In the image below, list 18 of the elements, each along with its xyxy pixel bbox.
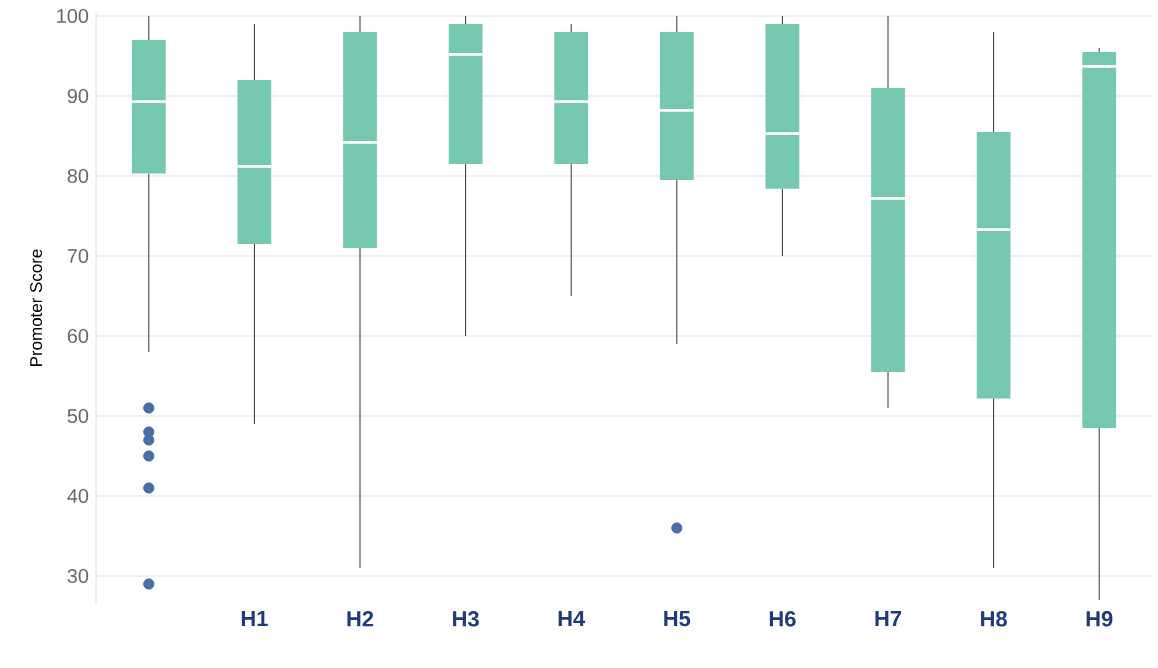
y-tick-label: 100 [57, 8, 89, 24]
x-tick-label: H2 [347, 611, 374, 627]
x-tick-label: H4 [558, 611, 586, 627]
x-tick-label: H6 [769, 611, 796, 627]
y-tick-label: 50 [67, 408, 89, 424]
x-tick-label: H8 [981, 611, 1007, 627]
y-tick-label: 60 [67, 328, 89, 344]
x-tick-label: H9 [1086, 611, 1113, 627]
x-tick-label: H3 [453, 611, 479, 627]
y-tick-label: 40 [67, 488, 89, 504]
y-tick-label: 70 [67, 248, 89, 264]
y-tick-label: 80 [67, 168, 89, 184]
y-tick-label: 30 [67, 568, 89, 584]
x-tick-label: H5 [664, 611, 691, 627]
y-tick-label: 90 [67, 88, 89, 104]
x-tick-label: H7 [875, 611, 902, 627]
y-axis-title: Promoter Score [30, 249, 43, 366]
x-tick-label: H1 [241, 611, 268, 627]
